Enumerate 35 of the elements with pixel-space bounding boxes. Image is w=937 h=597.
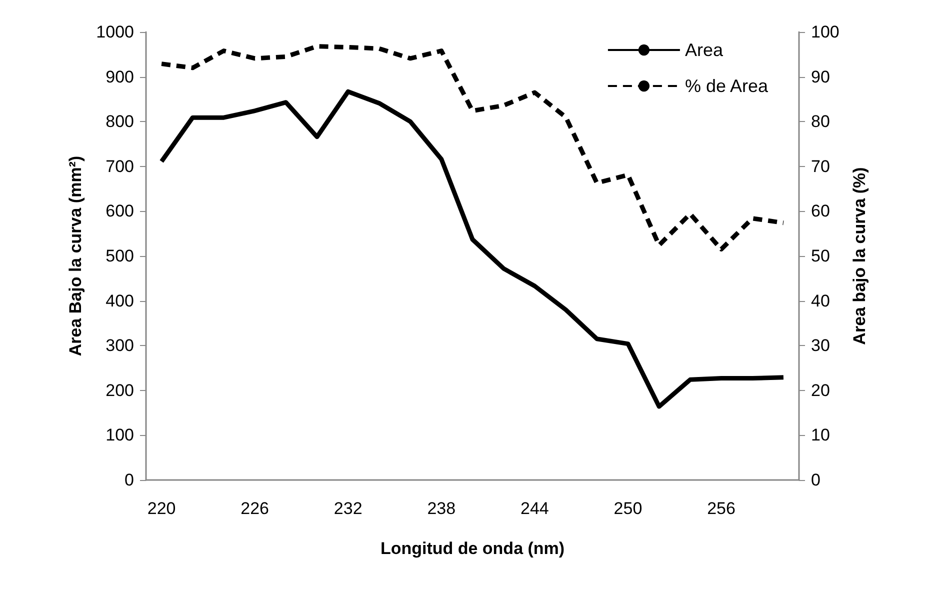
line-series bbox=[159, 44, 786, 252]
y2-tick-label: 20 bbox=[811, 380, 830, 400]
y-tick-label: 800 bbox=[106, 112, 134, 132]
y-tick-label: 0 bbox=[124, 470, 134, 490]
x-tick-label: 220 bbox=[147, 499, 176, 518]
x-tick-label: 232 bbox=[334, 499, 362, 518]
y-tick-label: 400 bbox=[106, 291, 134, 310]
legend-label: Area bbox=[684, 40, 724, 60]
y2-tick-label: 30 bbox=[811, 336, 830, 356]
x-tick-label: 250 bbox=[614, 499, 642, 518]
y-tick-label: 200 bbox=[106, 380, 134, 400]
y-tick-label: 500 bbox=[106, 246, 134, 266]
y2-tick-label: 10 bbox=[811, 426, 830, 445]
y-tick-label: 1000 bbox=[96, 22, 134, 42]
y-tick-label: 700 bbox=[106, 156, 134, 176]
legend-label: % de Area bbox=[684, 76, 769, 96]
y2-tick-label: 50 bbox=[811, 246, 830, 266]
y2-tick-label: 80 bbox=[811, 112, 830, 132]
y2-tick-label: 60 bbox=[811, 202, 830, 221]
x-tick-label: 256 bbox=[707, 499, 736, 518]
x-tick-label: 238 bbox=[427, 499, 456, 518]
x-tick-label: 244 bbox=[520, 499, 549, 518]
y2-tick-label: 100 bbox=[811, 22, 840, 42]
y-tick-label: 600 bbox=[106, 202, 134, 221]
y2-tick-label: 90 bbox=[811, 67, 830, 86]
x-axis-title: Longitud de onda (nm) bbox=[380, 539, 565, 558]
y2-tick-label: 70 bbox=[811, 156, 830, 176]
y2-tick-label: 0 bbox=[811, 470, 820, 490]
x-tick-label: 226 bbox=[240, 499, 270, 518]
y-tick-label: 900 bbox=[106, 67, 134, 86]
y-tick-label: 100 bbox=[106, 426, 134, 445]
y2-axis-title: Area bajo la curva (%) bbox=[850, 167, 869, 345]
y-tick-label: 300 bbox=[106, 336, 134, 356]
y2-tick-label: 40 bbox=[811, 291, 830, 310]
y-axis-title: Area Bajo la curva (mm²) bbox=[66, 156, 85, 356]
